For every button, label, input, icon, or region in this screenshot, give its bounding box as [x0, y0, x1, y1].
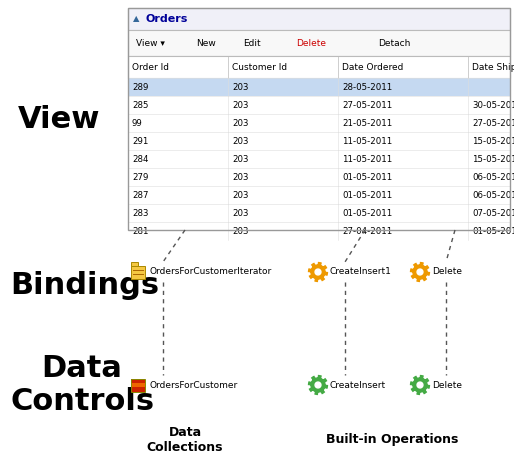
Text: Delete: Delete: [432, 268, 462, 276]
Text: 289: 289: [132, 83, 149, 91]
Text: CreateInsert1: CreateInsert1: [330, 268, 392, 276]
Polygon shape: [417, 269, 423, 275]
Polygon shape: [411, 375, 429, 394]
Text: View ▾: View ▾: [136, 39, 165, 47]
Text: OrdersForCustomer: OrdersForCustomer: [150, 381, 238, 390]
Polygon shape: [315, 269, 321, 275]
Text: 285: 285: [132, 101, 149, 110]
Text: 203: 203: [232, 118, 248, 128]
Text: New: New: [196, 39, 216, 47]
Text: Delete: Delete: [296, 39, 326, 47]
Text: 01-05-2011: 01-05-2011: [342, 190, 392, 200]
FancyBboxPatch shape: [131, 379, 145, 383]
Text: 30-05-2011: 30-05-2011: [472, 101, 514, 110]
Polygon shape: [308, 263, 327, 281]
Text: OrdersForCustomerIterator: OrdersForCustomerIterator: [150, 268, 272, 276]
Text: Detach: Detach: [378, 39, 410, 47]
Text: Data
Controls: Data Controls: [10, 354, 154, 416]
FancyBboxPatch shape: [128, 78, 510, 96]
FancyBboxPatch shape: [128, 8, 510, 30]
Text: 203: 203: [232, 208, 248, 218]
Text: Date Ordered: Date Ordered: [342, 62, 403, 72]
Text: 06-05-2011: 06-05-2011: [472, 190, 514, 200]
Polygon shape: [417, 382, 423, 388]
Text: 27-05-2011: 27-05-2011: [342, 101, 392, 110]
Text: 27-04-2011: 27-04-2011: [342, 226, 392, 235]
Text: 203: 203: [232, 190, 248, 200]
Text: 27-05-2011: 27-05-2011: [472, 118, 514, 128]
Polygon shape: [315, 382, 321, 388]
Text: Bindings: Bindings: [10, 270, 159, 300]
Text: 01-05-2011: 01-05-2011: [342, 173, 392, 181]
FancyBboxPatch shape: [128, 56, 510, 78]
Text: 07-05-2011: 07-05-2011: [472, 208, 514, 218]
Text: 15-05-2011: 15-05-2011: [472, 136, 514, 146]
Text: 281: 281: [132, 226, 149, 235]
Text: 284: 284: [132, 155, 149, 163]
Text: Customer Id: Customer Id: [232, 62, 287, 72]
Text: 15-05-2011: 15-05-2011: [472, 155, 514, 163]
Text: 203: 203: [232, 173, 248, 181]
FancyBboxPatch shape: [131, 265, 145, 279]
Text: 11-05-2011: 11-05-2011: [342, 136, 392, 146]
Text: View: View: [18, 106, 100, 134]
Text: 21-05-2011: 21-05-2011: [342, 118, 392, 128]
Text: 06-05-2011: 06-05-2011: [472, 173, 514, 181]
Text: Order Id: Order Id: [132, 62, 169, 72]
Text: 203: 203: [232, 83, 248, 91]
Text: 279: 279: [132, 173, 149, 181]
Text: Built-in Operations: Built-in Operations: [326, 433, 458, 447]
Text: 01-05-2011: 01-05-2011: [472, 226, 514, 235]
Text: 291: 291: [132, 136, 149, 146]
Text: Delete: Delete: [432, 381, 462, 390]
FancyBboxPatch shape: [128, 30, 510, 56]
FancyBboxPatch shape: [131, 387, 145, 392]
Text: CreateInsert: CreateInsert: [330, 381, 386, 390]
Text: Orders: Orders: [146, 14, 188, 24]
Text: 283: 283: [132, 208, 149, 218]
Text: 203: 203: [232, 155, 248, 163]
Text: Date Shipped: Date Shipped: [472, 62, 514, 72]
Polygon shape: [411, 263, 429, 281]
Text: 287: 287: [132, 190, 149, 200]
Text: Data
Collections: Data Collections: [147, 426, 223, 454]
Text: 99: 99: [132, 118, 143, 128]
Text: ▲: ▲: [133, 15, 139, 23]
Polygon shape: [308, 375, 327, 394]
Text: 28-05-2011: 28-05-2011: [342, 83, 392, 91]
FancyBboxPatch shape: [131, 383, 145, 387]
Text: 203: 203: [232, 101, 248, 110]
Text: 11-05-2011: 11-05-2011: [342, 155, 392, 163]
Text: 203: 203: [232, 136, 248, 146]
Text: Edit: Edit: [243, 39, 261, 47]
FancyBboxPatch shape: [131, 262, 138, 265]
Text: 01-05-2011: 01-05-2011: [342, 208, 392, 218]
Text: 203: 203: [232, 226, 248, 235]
